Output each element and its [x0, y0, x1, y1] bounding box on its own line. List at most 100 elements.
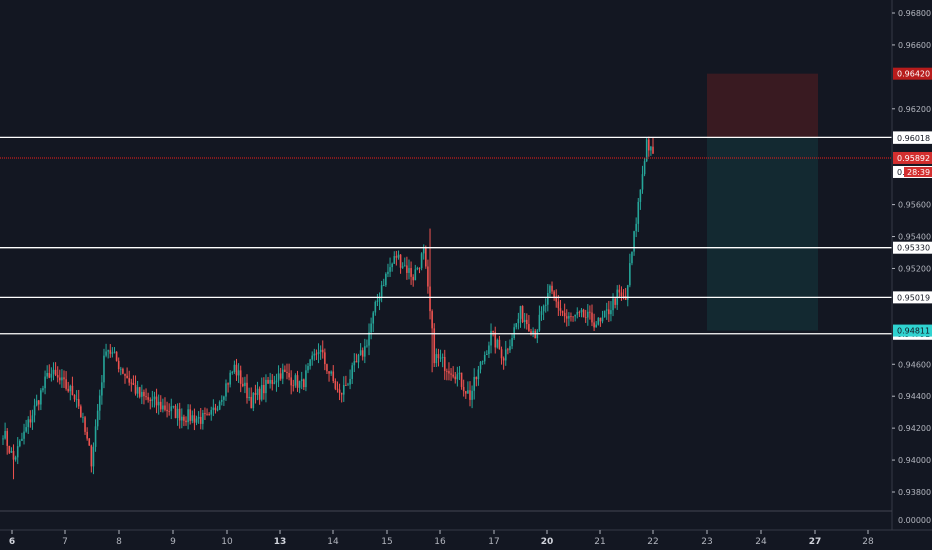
- candle: [549, 284, 551, 297]
- candle: [471, 385, 473, 409]
- candle-body: [576, 312, 579, 315]
- candle: [77, 389, 80, 410]
- candle-body: [153, 396, 156, 400]
- candle-body: [492, 331, 494, 333]
- candle: [443, 349, 446, 380]
- time-tick-label: 14: [327, 537, 339, 547]
- candle: [19, 439, 21, 448]
- candle: [246, 374, 248, 404]
- candle-body: [242, 383, 244, 387]
- candle-body: [380, 285, 383, 297]
- candle-body: [584, 317, 587, 319]
- candle-body: [509, 346, 511, 351]
- candle-body: [448, 371, 450, 374]
- stop-zone[interactable]: [707, 73, 818, 138]
- candle: [608, 300, 610, 323]
- stop-price-badge-label: 0.96420: [897, 70, 930, 79]
- candle-body: [256, 388, 259, 395]
- target-zone[interactable]: [707, 137, 818, 331]
- candle-body: [452, 374, 454, 377]
- candle: [456, 366, 459, 387]
- candle: [176, 403, 179, 426]
- candle: [88, 437, 91, 446]
- candle-body: [54, 369, 57, 376]
- candle: [475, 376, 478, 387]
- price-axis[interactable]: 0.96800 0.96600 0.96200 0.95600 0.95400 0.952…: [892, 9, 931, 525]
- candle-body: [90, 445, 93, 467]
- candle-body: [143, 391, 145, 397]
- candle: [633, 230, 635, 256]
- candle: [183, 414, 185, 427]
- position-zones[interactable]: [707, 73, 818, 331]
- candle: [105, 343, 107, 358]
- candle-body: [275, 380, 278, 383]
- candle-body: [98, 395, 101, 411]
- time-axis[interactable]: 6 7 8 9 10 13 14 15 16 17 20 21 22 23 24 27 28: [9, 530, 874, 547]
- candle: [25, 419, 27, 433]
- candle: [63, 370, 65, 388]
- horizontal-levels[interactable]: [0, 136, 892, 335]
- candle-body: [629, 263, 631, 286]
- price-tick-label: 0.96200: [898, 105, 931, 114]
- candle: [321, 340, 324, 359]
- candle-body: [86, 431, 88, 439]
- candle: [626, 284, 629, 307]
- candle: [563, 303, 566, 323]
- candle-body: [300, 379, 303, 382]
- candle-body: [574, 314, 576, 317]
- candle-body: [355, 361, 358, 363]
- candle: [166, 401, 168, 418]
- candle: [42, 385, 44, 393]
- candle: [332, 365, 335, 384]
- candle: [525, 313, 528, 330]
- candle-body: [401, 266, 404, 268]
- candle-body: [233, 364, 236, 373]
- candle-body: [231, 372, 234, 373]
- candle-body: [477, 369, 480, 380]
- candle-body: [387, 271, 389, 274]
- candle-body: [435, 354, 438, 364]
- candle-body: [498, 339, 501, 350]
- candle-body: [572, 316, 574, 318]
- candle: [578, 310, 581, 317]
- candle-body: [58, 377, 61, 381]
- candle-body: [279, 373, 282, 379]
- candle-body: [517, 318, 520, 324]
- candle-body: [321, 349, 324, 353]
- candle-body: [12, 451, 15, 460]
- candle: [305, 364, 307, 392]
- candle-body: [357, 354, 360, 363]
- secondary-price-badge-bg: [893, 131, 932, 144]
- candle: [387, 263, 389, 278]
- candle-body: [183, 416, 185, 421]
- candle-body: [132, 382, 135, 385]
- candle-body: [92, 446, 95, 467]
- candle-body: [507, 349, 509, 351]
- candle: [96, 403, 99, 431]
- candle: [210, 406, 213, 421]
- candle: [94, 419, 97, 452]
- candle-body: [263, 384, 265, 394]
- candle-body: [422, 247, 425, 254]
- level-price-badge: 0.95330: [893, 241, 932, 254]
- candle-body: [496, 339, 499, 348]
- candle-body: [65, 379, 67, 389]
- candle: [538, 305, 541, 332]
- candle-body: [145, 396, 147, 398]
- candle-body: [103, 355, 105, 383]
- candle-body: [361, 350, 364, 357]
- candle: [519, 305, 522, 328]
- candle-body: [416, 267, 419, 270]
- candle: [477, 365, 480, 386]
- candle-body: [307, 366, 309, 371]
- candle-body: [237, 370, 240, 376]
- candle: [172, 405, 175, 409]
- candle: [462, 379, 465, 397]
- candle: [27, 416, 30, 434]
- candle: [237, 363, 240, 383]
- candle: [254, 384, 257, 404]
- candle: [317, 343, 320, 364]
- candle-body: [4, 431, 6, 439]
- candle: [435, 348, 438, 368]
